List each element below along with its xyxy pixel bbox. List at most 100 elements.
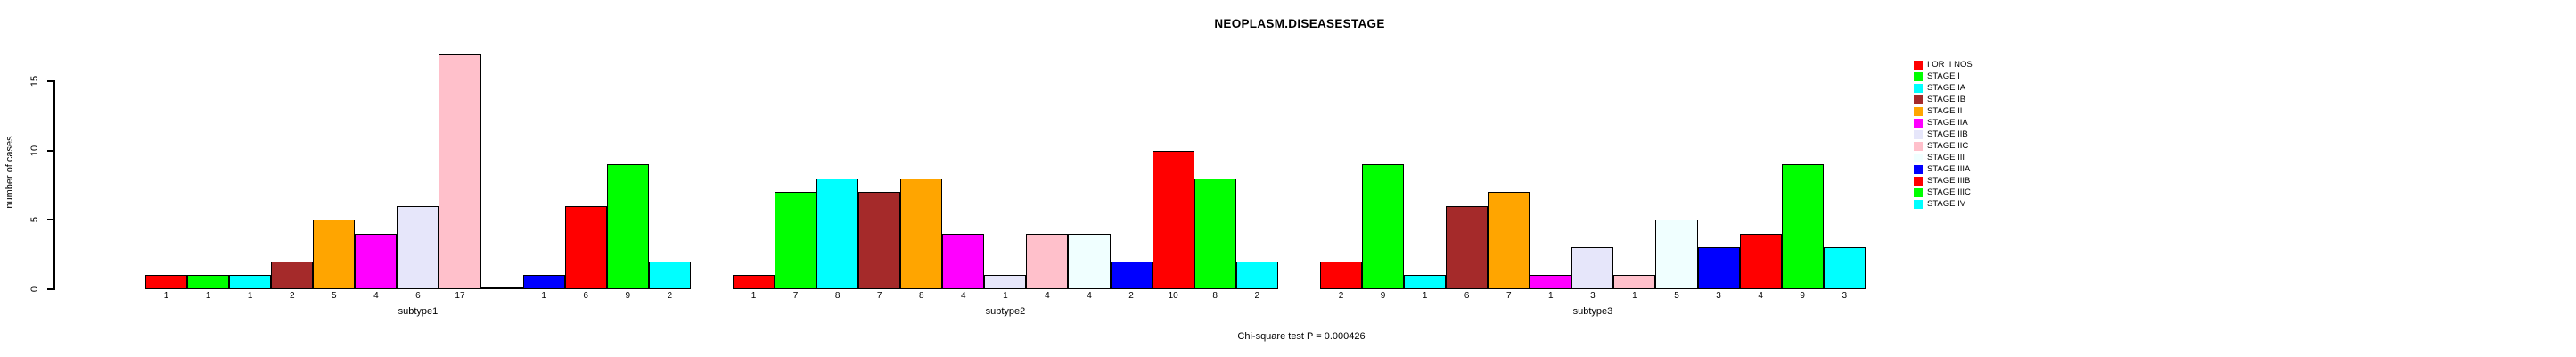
bar-subtype1-stage-iiib: 6 [564, 205, 607, 300]
bar-subtype3-stage-iiib: 4 [1739, 233, 1782, 300]
bar-value-label: 10 [1168, 290, 1178, 301]
bar-subtype1-stage-iia: 4 [355, 233, 398, 300]
bar-subtype3-stage-iia: 1 [1530, 275, 1572, 300]
bar-subtype2-stage-ib: 7 [858, 192, 901, 300]
legend-swatch-stage-iii [1914, 153, 1923, 162]
bar-subtype2-stage-iiia: 2 [1110, 261, 1153, 300]
legend-label-stage-iia: STAGE IIA [1927, 117, 1968, 128]
bar-value-label: 6 [415, 290, 421, 301]
bar-subtype1-stage-iib: 6 [397, 205, 439, 300]
legend-label-stage-iic: STAGE IIC [1927, 140, 1969, 151]
bar-value-label: 8 [834, 290, 841, 301]
bar-value-label: 9 [625, 290, 630, 301]
bar-value-label: 1 [205, 290, 211, 301]
legend-label-stage-ii: STAGE II [1927, 105, 1963, 116]
bar-value-label: 6 [583, 290, 588, 301]
bar-value-label: 2 [1254, 290, 1260, 301]
legend-label-stage-i: STAGE I [1927, 71, 1960, 81]
bar-value-label: 3 [1590, 290, 1596, 301]
legend-swatch-stage-i [1914, 71, 1923, 81]
bar-value-label: 4 [1045, 290, 1050, 301]
bar-value-label: 7 [792, 290, 799, 301]
legend-label-stage-iiib: STAGE IIIB [1927, 175, 1971, 186]
bar-value-label: 7 [1505, 290, 1512, 301]
legend-swatch-stage-iia [1914, 118, 1923, 128]
bar-value-label: 5 [1674, 290, 1679, 301]
bar-subtype2-stage-iic: 4 [1026, 233, 1069, 300]
bar-value-label: 1 [1003, 290, 1008, 301]
bar-subtype1-stage-ii: 5 [313, 220, 356, 300]
bar-value-label: 8 [1212, 290, 1218, 301]
bar-group-subtype1: 1 1 1 2 5 4 6 17 1 6 9 2 [145, 54, 691, 300]
bar-subtype3-stage-iv: 3 [1823, 247, 1866, 300]
bar-subtype1-i-or-ii-nos: 1 [145, 275, 188, 300]
legend-item-stage-iic: STAGE IIC [1914, 140, 1973, 152]
bar-subtype2-stage-iv: 2 [1235, 261, 1278, 300]
legend-item-stage-iiib: STAGE IIIB [1914, 175, 1973, 187]
bar-subtype2-stage-iiic: 8 [1194, 178, 1236, 300]
bar-subtype2-stage-iia: 4 [942, 233, 985, 300]
bar-subtype3-stage-ia: 1 [1404, 275, 1447, 300]
group-label-subtype3: subtype3 [1572, 306, 1613, 317]
bar-subtype1-stage-iiic: 9 [606, 164, 649, 300]
bar-value-label: 4 [1758, 290, 1763, 301]
y-tick-label-0: 0 [29, 286, 40, 292]
legend-swatch-stage-iiib [1914, 176, 1923, 186]
legend-swatch-stage-ia [1914, 83, 1923, 93]
bar-subtype2-i-or-ii-nos: 1 [732, 275, 775, 300]
bar-subtype1-stage-ia: 1 [229, 275, 272, 300]
bar-value-label: 5 [332, 290, 337, 301]
bar-value-label: 9 [1800, 290, 1805, 301]
bar-value-label: 4 [961, 290, 966, 301]
legend-label-i-or-ii-nos: I OR II NOS [1927, 59, 1973, 70]
legend-item-stage-iii: STAGE III [1914, 152, 1973, 163]
legend-swatch-stage-iic [1914, 141, 1923, 151]
legend-item-stage-ii: STAGE II [1914, 105, 1973, 117]
legend-label-stage-ib: STAGE IB [1927, 94, 1966, 104]
y-tick-15 [47, 80, 53, 83]
bar-subtype2-stage-i: 7 [775, 192, 817, 300]
bar-subtype3-stage-iib: 3 [1571, 247, 1614, 300]
bar-subtype3-stage-iii: 5 [1655, 220, 1698, 300]
bar-subtype3-stage-iiic: 9 [1781, 164, 1824, 300]
legend-swatch-stage-ib [1914, 95, 1923, 104]
bar-value-label: 8 [918, 290, 924, 301]
bar-value-label: 4 [1087, 290, 1092, 301]
bar-subtype2-stage-iii: 4 [1068, 233, 1111, 300]
y-tick-label-15: 15 [29, 76, 40, 87]
group-label-subtype1: subtype1 [398, 306, 439, 317]
legend-label-stage-iiic: STAGE IIIC [1927, 187, 1971, 197]
bar-subtype3-i-or-ii-nos: 2 [1319, 261, 1363, 300]
bar-value-label: 1 [247, 290, 253, 301]
bar-value-label: 6 [1464, 290, 1470, 301]
bar-subtype3-stage-iiia: 3 [1697, 247, 1740, 300]
legend-swatch-stage-iv [1914, 199, 1923, 209]
legend-item-stage-i: STAGE I [1914, 71, 1973, 82]
bar-value-label: 1 [163, 290, 169, 301]
bar-value-label: 2 [1128, 290, 1134, 301]
bar-subtype1-stage-iiia: 1 [522, 275, 565, 300]
y-tick-label-10: 10 [29, 145, 40, 156]
chart-title: NEOPLASM.DISEASESTAGE [1214, 17, 1385, 30]
legend-item-stage-ib: STAGE IB [1914, 94, 1973, 105]
legend-label-stage-iii: STAGE III [1927, 152, 1965, 162]
bar-value-label: 1 [1548, 290, 1554, 301]
bar-subtype2-stage-ia: 8 [816, 178, 859, 300]
bar-subtype2-stage-ii: 8 [900, 178, 943, 300]
bar-value-label: 3 [1842, 290, 1848, 301]
y-tick-label-5: 5 [29, 217, 40, 223]
legend-label-stage-iiia: STAGE IIIA [1927, 163, 1971, 174]
legend-item-stage-ia: STAGE IA [1914, 82, 1973, 94]
bar-value-label: 3 [1716, 290, 1721, 301]
legend-swatch-stage-iiia [1914, 164, 1923, 174]
bar-subtype3-stage-iic: 1 [1613, 275, 1656, 300]
y-axis-line [53, 80, 55, 290]
legend-swatch-stage-ii [1914, 106, 1923, 116]
legend-swatch-stage-iiic [1914, 187, 1923, 197]
group-label-subtype2: subtype2 [985, 306, 1026, 317]
bar-value-label: 1 [1422, 290, 1428, 301]
chi-square-annotation: Chi-square test P = 0.000426 [1237, 331, 1366, 342]
bar-value-label: 1 [1632, 290, 1637, 301]
legend-item-stage-iiia: STAGE IIIA [1914, 163, 1973, 175]
